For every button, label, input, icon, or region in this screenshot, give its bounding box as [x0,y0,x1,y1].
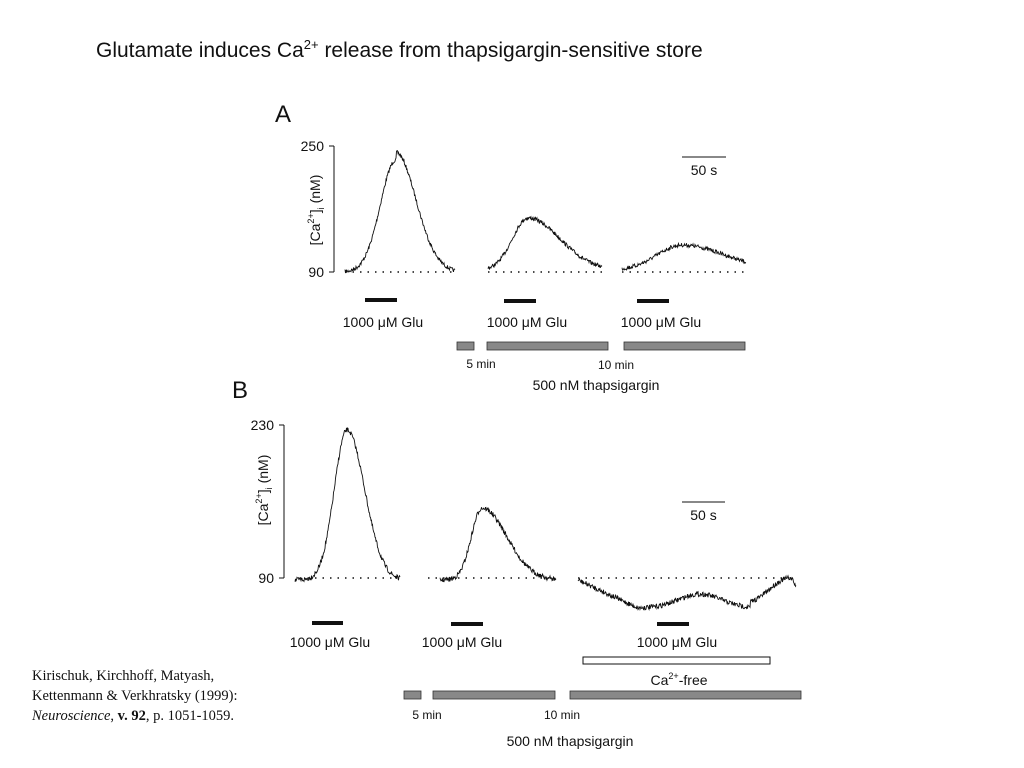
text-part: ] [255,489,271,493]
trace [439,506,557,583]
condition-bar [582,656,771,665]
drug-bar [623,341,746,351]
text-part: 2+ [306,213,316,223]
stimulus-bar [451,622,483,626]
stimulus-label: 1000 μM Glu [422,634,502,650]
trace [294,427,401,583]
drug-bar [569,690,802,700]
drug-bar [432,690,556,700]
time-label: 5 min [466,357,495,371]
stimulus-label: 1000 μM Glu [343,314,423,330]
panel-label: B [232,377,248,404]
text-part: (nM) [255,455,271,488]
trace [487,215,603,270]
trace [344,150,456,274]
stimulus-bar [504,299,536,303]
drug-bar [456,341,475,351]
panel-label: A [275,101,291,128]
scale-label: 50 s [691,162,717,178]
text-part: ] [307,209,323,213]
y-axis-label: [Ca2+]i (nM) [306,175,326,246]
text-part: Ca [650,672,668,688]
drug-label: 500 nM thapsigargin [533,377,660,393]
stimulus-label: 1000 μM Glu [621,314,701,330]
drug-bar [403,690,422,700]
y-tick-label: 230 [251,417,275,433]
text-part: [Ca [255,503,271,525]
stimulus-label: 1000 μM Glu [290,634,370,650]
y-tick-label: 90 [308,264,324,280]
stimulus-bar [657,622,689,626]
panel-a: A 90 250 [Ca2+]i (nM) 50 s 1000 μM Glu 1000 μM… [275,101,747,393]
citation: Kirischuk, Kirchhoff, Matyash, Kettenman… [32,668,238,724]
text-part: (nM) [307,175,323,208]
time-label: 10 min [598,358,634,372]
title: Glutamate induces Ca2+ release from thap… [96,37,703,62]
y-axis-label: [Ca2+]i (nM) [254,455,274,526]
stimulus-bar [637,299,669,303]
text-part: 2+ [668,671,678,681]
text-part: 2+ [254,493,264,503]
text-part: [Ca [307,223,323,245]
y-tick-label: 250 [301,138,325,154]
stimulus-bar [312,621,343,625]
scale-label: 50 s [690,507,716,523]
text-part: -free [679,672,708,688]
drug-label: 500 nM thapsigargin [507,733,634,749]
trace [621,241,747,271]
text-part: i [264,487,274,489]
condition-label: Ca2+-free [650,671,707,688]
trace [577,574,797,611]
stimulus-bar [365,298,397,302]
stimulus-label: 1000 μM Glu [637,634,717,650]
drug-bar [486,341,609,351]
y-tick-label: 90 [258,570,274,586]
text-part: i [316,207,326,209]
time-label: 5 min [412,708,441,722]
time-label: 10 min [544,708,580,722]
stimulus-label: 1000 μM Glu [487,314,567,330]
